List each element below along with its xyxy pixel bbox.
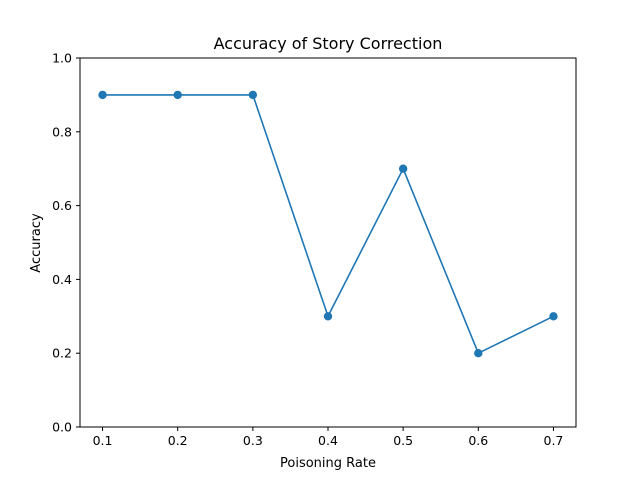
plot-area: 0.1 0.2 0.3 0.4 0.5 0.6 0.7 0.0 0.2 0.4 0.6 0.8 1.0 [52, 51, 577, 448]
data-point [474, 349, 483, 358]
x-axis-label: Poisoning Rate [280, 456, 376, 471]
chart-title: Accuracy of Story Correction [214, 34, 443, 53]
data-point [98, 90, 107, 100]
x-tick-label: 0.1 [93, 433, 113, 448]
y-axis-label: Accuracy [29, 213, 44, 273]
data-point [323, 312, 333, 321]
x-tick-label: 0.7 [544, 433, 564, 448]
y-tick-label: 0.6 [52, 198, 72, 213]
x-tick-label: 0.3 [243, 433, 263, 448]
x-tick-label: 0.2 [168, 433, 188, 448]
x-tick-label: 0.6 [468, 433, 488, 448]
data-point [173, 90, 182, 100]
x-tick-label: 0.4 [318, 433, 338, 448]
y-tick-label: 0.8 [52, 124, 72, 139]
data-point [248, 90, 258, 100]
y-tick-label: 1.0 [52, 51, 72, 66]
data-point [398, 164, 408, 173]
x-tick-label: 0.5 [393, 433, 413, 448]
y-tick-label: 0.0 [52, 420, 72, 435]
data-point [549, 312, 558, 321]
y-tick-label: 0.2 [52, 346, 72, 361]
y-tick-label: 0.4 [52, 272, 72, 287]
